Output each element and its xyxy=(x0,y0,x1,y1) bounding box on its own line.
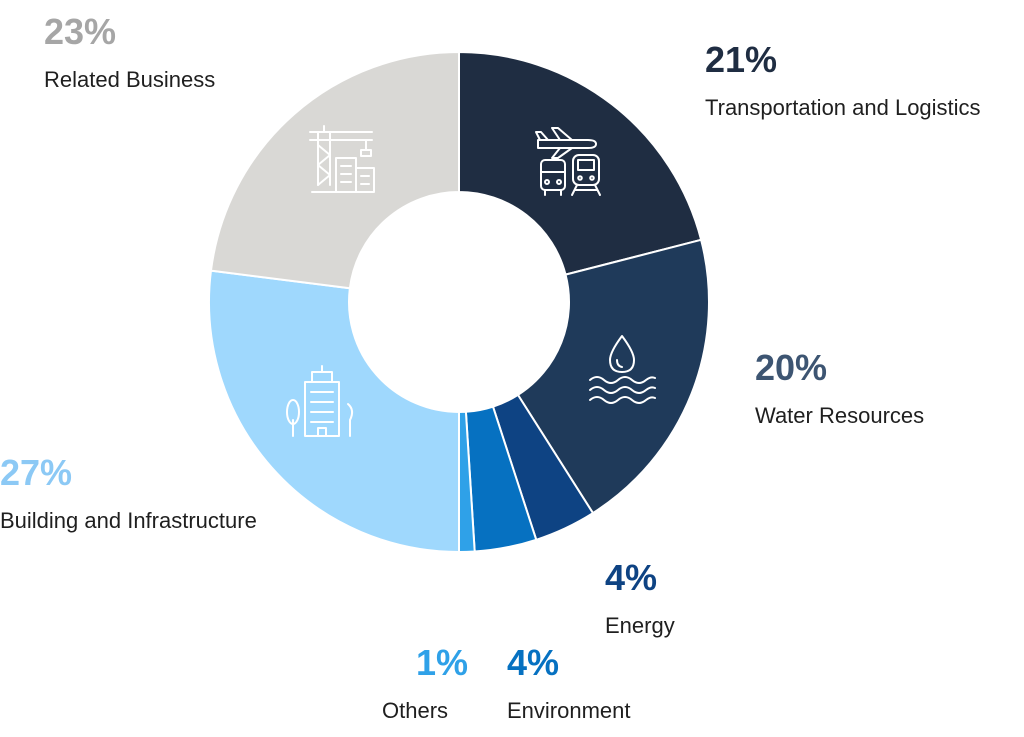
transport-name: Transportation and Logistics xyxy=(705,95,981,120)
water-percent: 20% xyxy=(755,347,828,388)
label-others: 1% Others xyxy=(382,643,468,725)
transport-icon xyxy=(535,127,601,196)
transport-percent: 21% xyxy=(705,39,778,80)
energy-percent: 4% xyxy=(605,557,658,598)
others-percent: 1% xyxy=(416,642,469,683)
construction-crane-icon xyxy=(309,125,375,193)
environment-percent: 4% xyxy=(507,642,560,683)
label-transportation: 21% Transportation and Logistics xyxy=(705,40,981,122)
building-percent: 27% xyxy=(0,452,73,493)
label-environment: 4% Environment xyxy=(507,643,631,725)
energy-name: Energy xyxy=(605,613,675,638)
building-icon xyxy=(286,365,354,437)
water-name: Water Resources xyxy=(755,403,925,428)
label-energy: 4% Energy xyxy=(605,558,675,640)
building-name: Building and Infrastructure xyxy=(0,508,257,533)
label-building: 27% Building and Infrastructure xyxy=(0,453,257,535)
related-business-percent: 23% xyxy=(44,11,117,52)
slice-water-resources xyxy=(516,238,710,515)
water-icon xyxy=(589,335,656,404)
slice-related-business xyxy=(209,50,460,290)
slice-building-and-infrastructure xyxy=(208,269,460,554)
environment-name: Environment xyxy=(507,698,631,723)
label-related-business: 23% Related Business xyxy=(44,12,215,94)
related-business-name: Related Business xyxy=(44,67,216,92)
others-name: Others xyxy=(382,698,449,723)
slice-transportation-and-logistics xyxy=(458,50,703,276)
label-water: 20% Water Resources xyxy=(755,348,924,430)
